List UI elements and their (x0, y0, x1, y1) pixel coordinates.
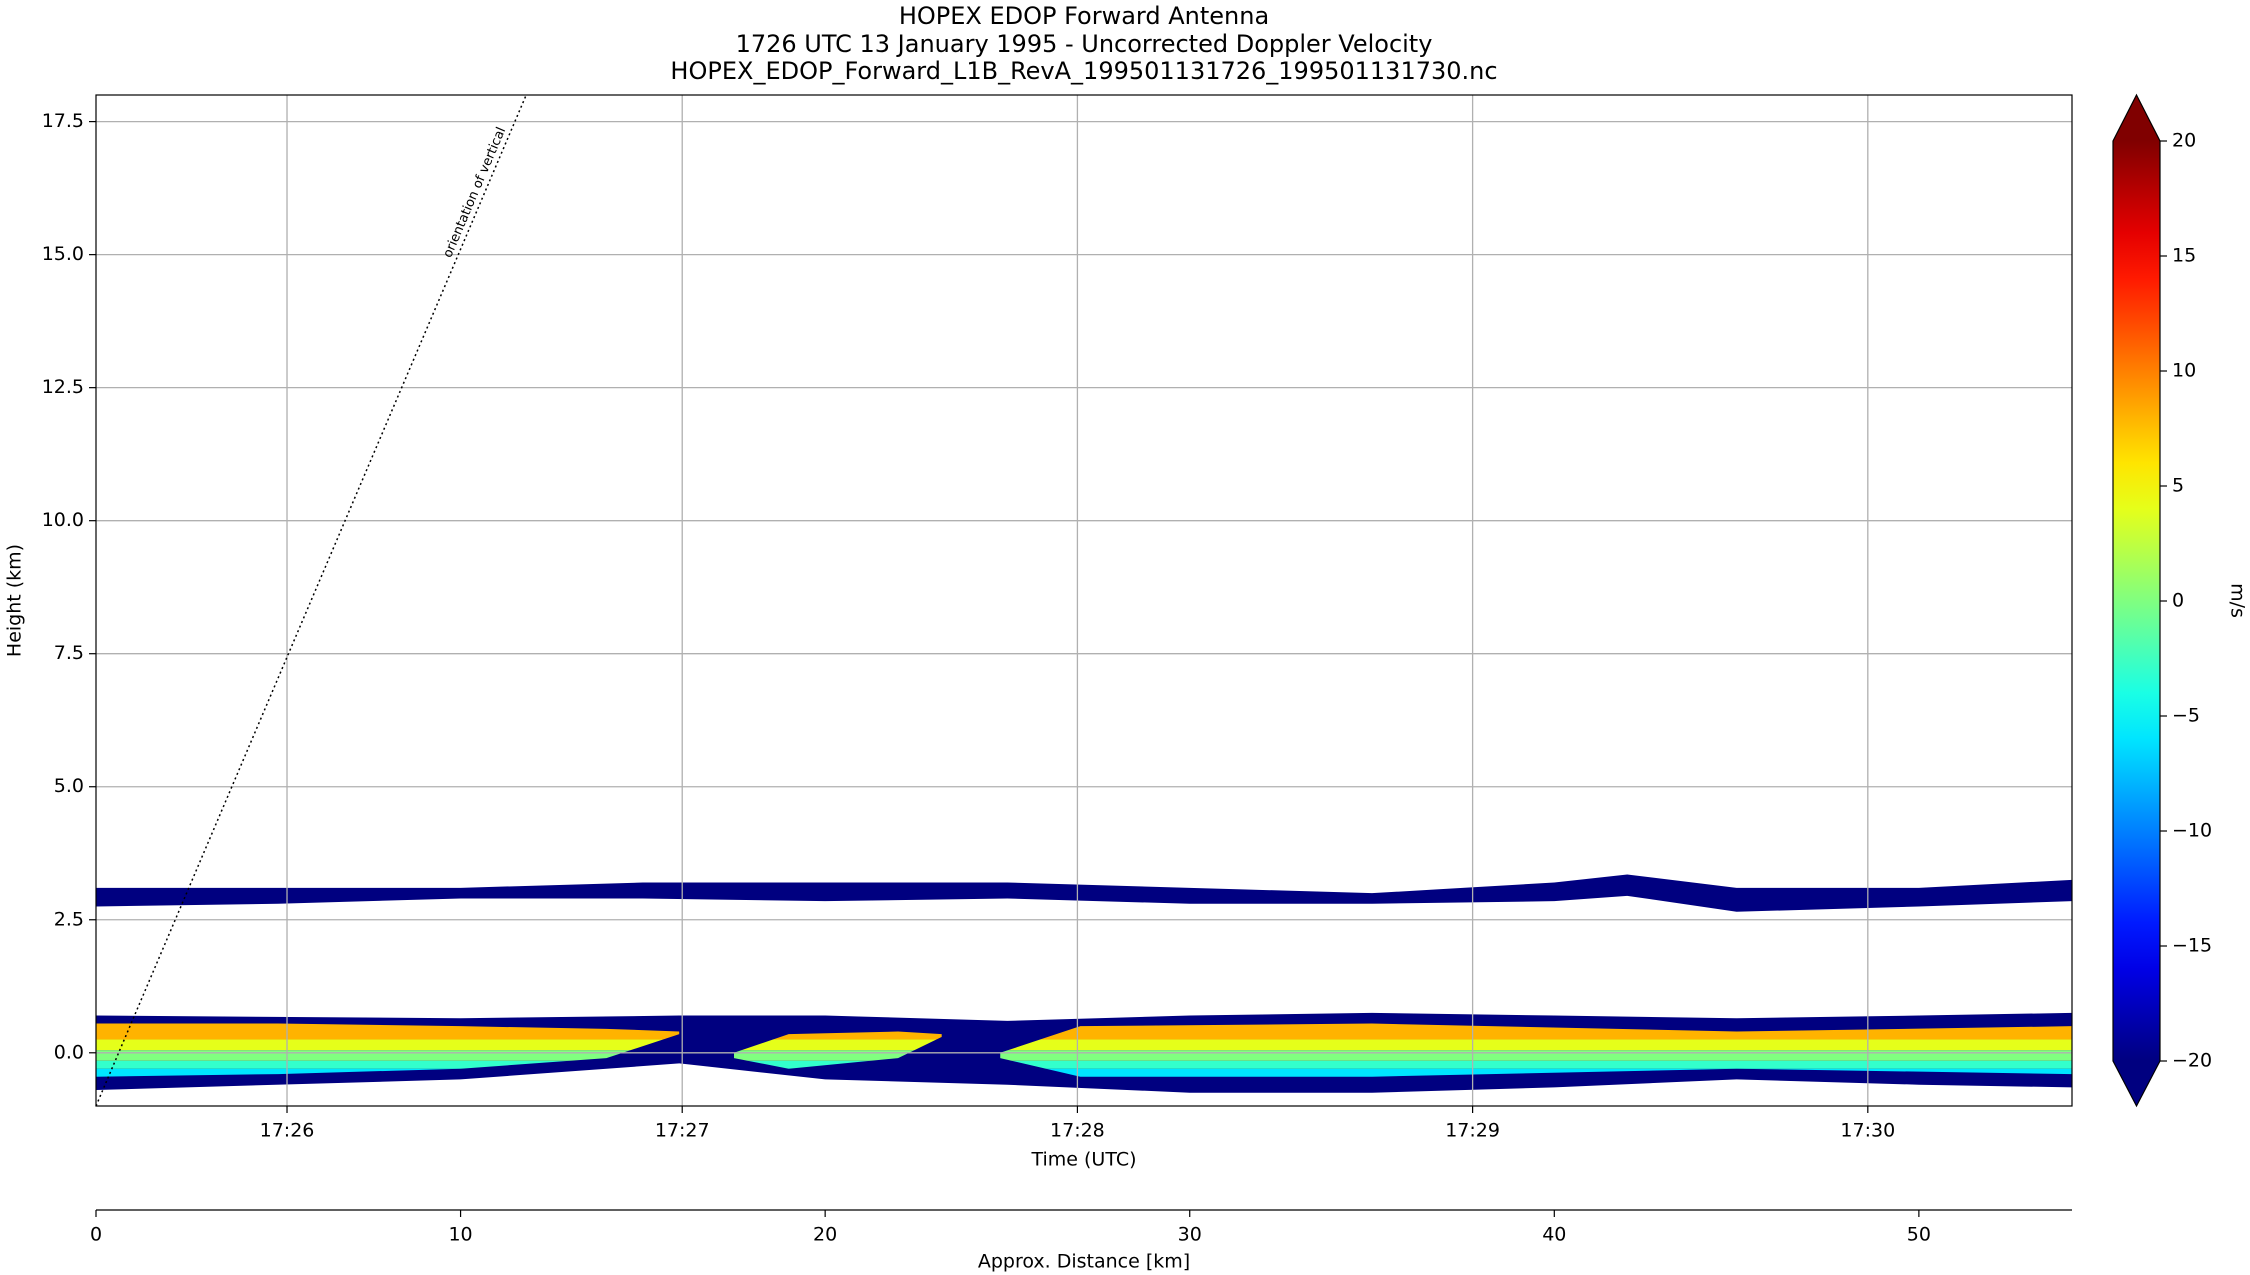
colorbar-tick-label: 0 (2172, 590, 2184, 612)
y-tick-label: 17.5 (42, 110, 84, 132)
vertical-orientation-line (95, 94, 527, 1107)
x-tick-label: 17:27 (655, 1120, 710, 1142)
distance-tick-label: 40 (1542, 1224, 1566, 1246)
colorbar-tick-label: −5 (2172, 705, 2200, 727)
plot-frame (95, 94, 2073, 1107)
velocity-band (96, 1050, 680, 1061)
colorbar-tick-label: −10 (2172, 820, 2212, 842)
velocity-band (1000, 1060, 2072, 1069)
distance-tick-label: 50 (1907, 1224, 1931, 1246)
colorbar-tick-label: 5 (2172, 475, 2184, 497)
chart-filename: HOPEX_EDOP_Forward_L1B_RevA_199501131726… (670, 57, 1497, 85)
velocity-band (734, 1031, 942, 1040)
colorbar-extend-min (2113, 1061, 2160, 1106)
plot-area (96, 95, 2072, 1106)
colorbar-label: m/s (2227, 583, 2249, 618)
y-tick-label: 7.5 (54, 642, 84, 664)
distance-tick-label: 30 (1178, 1224, 1202, 1246)
colorbar-tick-label: −15 (2172, 935, 2212, 957)
velocity-band (734, 1039, 942, 1051)
x-tick-label: 17:28 (1050, 1120, 1105, 1142)
chart-subtitle: 1726 UTC 13 January 1995 - Uncorrected D… (736, 30, 1433, 58)
chart-title: HOPEX EDOP Forward Antenna (899, 2, 1269, 30)
colorbar-extend-max (2113, 95, 2160, 141)
velocity-band (1000, 1050, 2072, 1061)
colorbar-tick-label: −20 (2172, 1050, 2212, 1072)
y-tick-label: 5.0 (54, 775, 84, 797)
colorbar-tick-label: 15 (2172, 245, 2196, 267)
x-tick-label: 17:29 (1445, 1120, 1500, 1142)
distance-tick-label: 0 (90, 1224, 102, 1246)
x-tick-label: 17:26 (260, 1120, 315, 1142)
x-tick-label: 17:30 (1840, 1120, 1895, 1142)
velocity-band (734, 1050, 942, 1061)
velocity-band (1000, 1068, 2072, 1077)
echo-layer (96, 874, 2072, 912)
velocity-band (1000, 1039, 2072, 1051)
distance-tick-label: 20 (813, 1224, 837, 1246)
y-tick-label: 12.5 (42, 376, 84, 398)
distance-tick-label: 10 (448, 1224, 472, 1246)
distance-axis-label: Approx. Distance [km] (978, 1251, 1190, 1273)
colorbar (2113, 141, 2160, 1061)
core-segment (1000, 1023, 2072, 1077)
x-axis-label: Time (UTC) (1030, 1149, 1136, 1171)
y-tick-label: 2.5 (54, 908, 84, 930)
y-tick-label: 15.0 (42, 243, 84, 265)
y-tick-label: 0.0 (54, 1041, 84, 1063)
y-axis-label: Height (km) (4, 544, 26, 657)
velocity-band (96, 1039, 680, 1051)
colorbar-tick-label: 20 (2172, 130, 2196, 152)
y-tick-label: 10.0 (42, 509, 84, 531)
velocity-band (96, 1060, 680, 1069)
colorbar-tick-label: 10 (2172, 360, 2196, 382)
